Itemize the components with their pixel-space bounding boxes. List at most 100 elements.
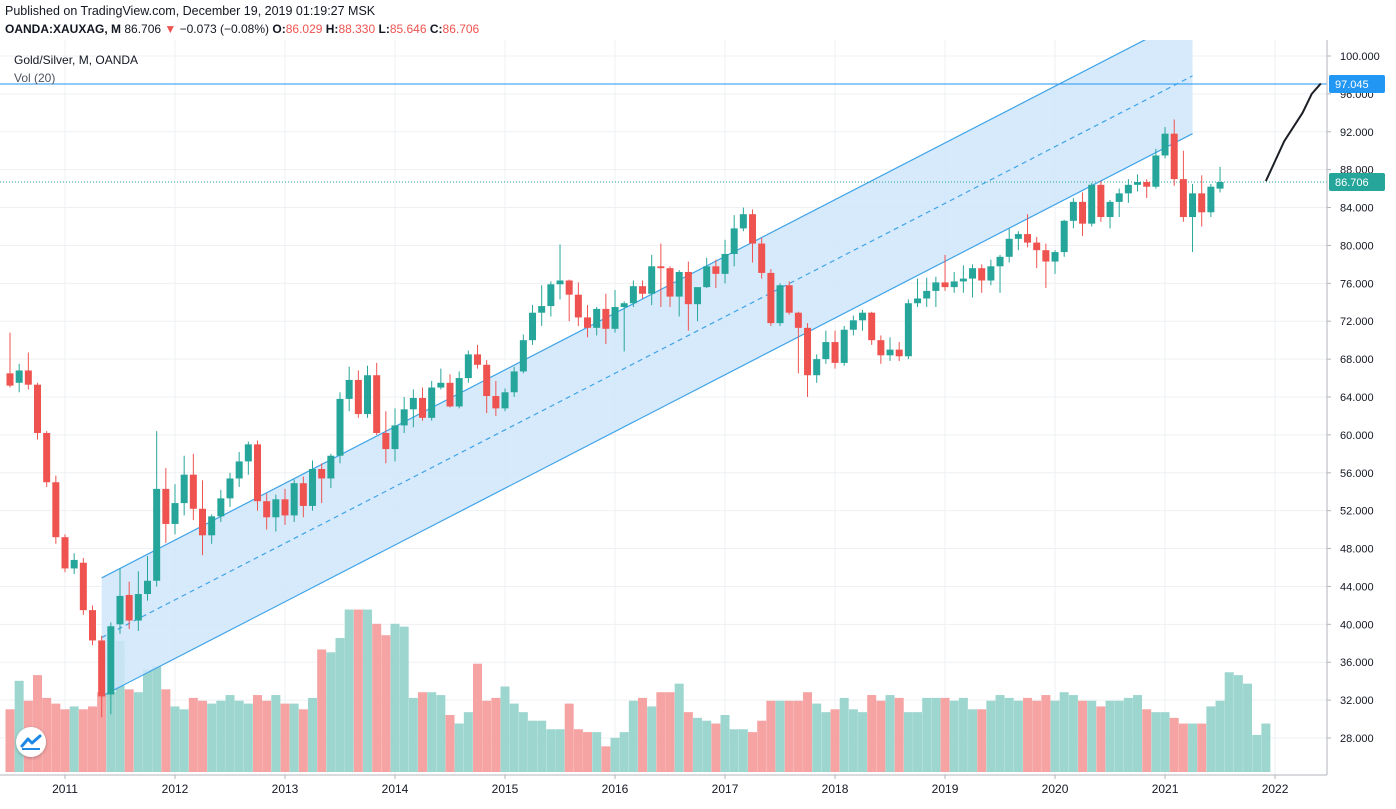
- candle-body: [419, 397, 427, 418]
- time-tick-label: 2014: [382, 782, 409, 796]
- volume-bar: [583, 732, 593, 772]
- volume-bar: [693, 717, 703, 772]
- volume-bar: [1004, 697, 1014, 772]
- candle-body: [1143, 181, 1151, 187]
- volume-bar: [124, 689, 134, 772]
- volume-bar: [363, 609, 373, 772]
- volume-bar: [592, 732, 602, 772]
- candle-body: [354, 379, 362, 415]
- volume-bar: [665, 692, 675, 772]
- candle-body: [162, 488, 170, 524]
- candle-body: [1069, 201, 1077, 221]
- close-value: 86.706: [442, 22, 480, 36]
- price-tick-label: 60.000: [1340, 430, 1374, 442]
- volume-bar: [537, 720, 547, 772]
- price-tick-label: 84.000: [1340, 203, 1374, 215]
- channel-mid-line: [101, 75, 1193, 639]
- quote-line: OANDA:XAUXAG, M 86.706 ▼ −0.073 (−0.08%)…: [5, 22, 479, 36]
- volume-bar: [968, 709, 978, 772]
- candle-body: [98, 640, 106, 697]
- candle-body: [859, 312, 867, 321]
- candle-body: [1152, 155, 1160, 187]
- volume-bar: [766, 700, 776, 772]
- candle-body: [1198, 193, 1206, 213]
- volume-bar: [399, 626, 409, 772]
- volume-bar: [1197, 723, 1207, 772]
- volume-bar: [885, 695, 895, 772]
- candle-body: [868, 312, 876, 341]
- candle-body: [391, 425, 399, 450]
- volume-bar: [546, 729, 556, 772]
- candle-body: [1216, 181, 1224, 189]
- candle-body: [1161, 133, 1169, 156]
- volume-bar: [216, 700, 226, 772]
- candle-body: [116, 595, 124, 625]
- price-chart[interactable]: 100.00096.00092.00088.00084.00080.00076.…: [0, 40, 1396, 809]
- volume-bar: [179, 709, 189, 772]
- candle-body: [336, 398, 344, 456]
- volume-bar: [253, 695, 263, 772]
- candle-body: [43, 432, 51, 483]
- candle-body: [794, 312, 802, 328]
- volume-bar: [170, 706, 180, 772]
- candle-body: [565, 280, 573, 295]
- price-tick-label: 64.000: [1340, 392, 1374, 404]
- volume-bar: [482, 700, 492, 772]
- candle-body: [464, 354, 472, 379]
- candle-body: [1088, 184, 1096, 224]
- candle-body: [822, 342, 830, 360]
- candle-body: [776, 285, 784, 324]
- volume-bar: [225, 695, 235, 772]
- price-tick-label: 92.000: [1340, 127, 1374, 139]
- time-tick-label: 2016: [602, 782, 629, 796]
- candle-body: [409, 397, 417, 410]
- candle-body: [1097, 184, 1105, 218]
- legend-title[interactable]: Gold/Silver, M, OANDA: [14, 53, 139, 67]
- volume-bar: [88, 706, 98, 772]
- candle-body: [189, 474, 197, 509]
- candle-body: [1024, 234, 1032, 243]
- volume-bar: [133, 692, 143, 772]
- volume-bar: [1133, 695, 1143, 772]
- candle-body: [703, 266, 711, 288]
- volume-bar: [821, 712, 831, 772]
- last-price-tag: 86.706: [1335, 177, 1369, 189]
- volume-bar: [317, 649, 327, 772]
- volume-bar: [308, 697, 318, 772]
- candle-body: [923, 290, 931, 299]
- candle-body: [144, 580, 152, 595]
- volume-bar: [1096, 706, 1106, 772]
- volume-bar: [335, 638, 345, 772]
- volume-bar: [289, 703, 299, 772]
- volume-bar: [1123, 697, 1133, 772]
- symbol-label[interactable]: OANDA:XAUXAG, M: [5, 22, 121, 36]
- time-tick-label: 2013: [272, 782, 299, 796]
- open-value: 86.029: [285, 22, 323, 36]
- volume-bar: [775, 700, 785, 772]
- volume-bar: [243, 703, 253, 772]
- volume-bar: [958, 697, 968, 772]
- candle-body: [584, 317, 592, 328]
- candle-body: [648, 266, 656, 294]
- candle-body: [932, 282, 940, 291]
- volume-bar: [839, 697, 849, 772]
- volume-bar: [14, 680, 24, 772]
- candle-body: [1124, 184, 1132, 194]
- volume-bar: [748, 732, 758, 772]
- tradingview-logo-icon: [20, 734, 42, 750]
- volume-bar: [793, 700, 803, 772]
- volume-bar: [1078, 700, 1088, 772]
- candle-body: [969, 268, 977, 279]
- candle-body: [611, 307, 619, 329]
- legend-volume[interactable]: Vol (20): [14, 71, 56, 85]
- volume-bar: [42, 697, 52, 772]
- price-tick-label: 40.000: [1340, 619, 1374, 631]
- candle-body: [309, 468, 317, 506]
- candle-body: [1014, 234, 1022, 239]
- candle-body: [474, 354, 482, 365]
- volume-bar: [381, 635, 391, 772]
- volume-bar: [1114, 700, 1124, 772]
- candle-body: [15, 370, 23, 383]
- candle-body: [244, 444, 252, 462]
- candle-body: [61, 537, 69, 569]
